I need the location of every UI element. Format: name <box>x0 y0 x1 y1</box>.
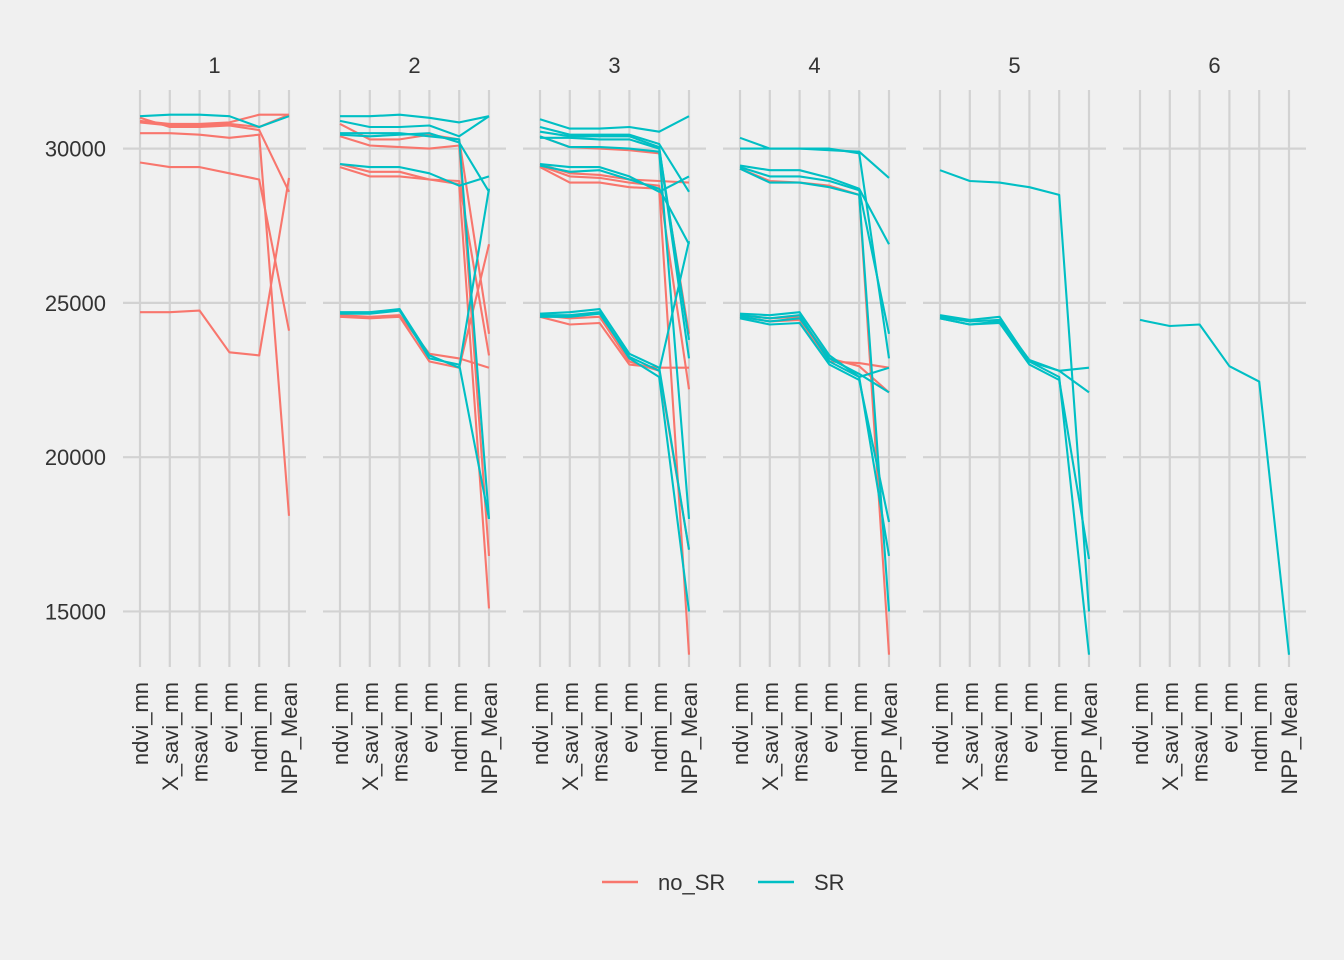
y-axis: 15000 20000 25000 30000 <box>45 137 106 625</box>
series-line-sr <box>139 113 290 129</box>
series-line-no-sr <box>140 132 291 516</box>
series-line-no-sr <box>139 161 291 331</box>
series-line-sr <box>540 136 691 341</box>
x-tick-label: X_savi_mn <box>558 682 583 791</box>
x-tick-label: NPP_Mean <box>877 682 902 795</box>
legend-item: no_SR <box>602 870 725 895</box>
series-line-sr <box>739 167 891 612</box>
x-tick-label: ndmi_mn <box>847 682 872 772</box>
x-tick-label: ndvi_mn <box>328 682 353 765</box>
facet-titles: 1 2 3 4 5 6 <box>208 53 1220 78</box>
facet-panel <box>123 90 306 667</box>
x-tick-label: evi_mn <box>417 682 442 753</box>
y-tick-label: 25000 <box>45 291 106 316</box>
x-tick-label: ndvi_mn <box>728 682 753 765</box>
x-tick-label: X_savi_mn <box>958 682 983 791</box>
x-tick-label: msavi_mn <box>588 682 613 782</box>
facet-panel <box>923 90 1106 667</box>
facet-panels <box>123 90 1306 667</box>
facet-panel <box>1123 90 1306 667</box>
x-tick-label: ndmi_mn <box>247 682 272 772</box>
x-tick-label: evi_mn <box>1017 682 1042 753</box>
series-line-sr <box>739 166 891 335</box>
series-line-sr <box>340 309 491 520</box>
x-tick-label: NPP_Mean <box>477 682 502 795</box>
series-line-sr <box>340 188 491 369</box>
series-line-sr <box>739 311 890 379</box>
x-tick-label: NPP_Mean <box>1277 682 1302 795</box>
series-line-no-sr <box>339 166 491 609</box>
series-line-no-sr <box>539 166 691 655</box>
series-line-sr <box>939 169 1091 612</box>
x-tick-label: NPP_Mean <box>277 682 302 795</box>
series-line-sr <box>1139 318 1291 655</box>
series-line-sr <box>939 317 1091 655</box>
x-tick-label: NPP_Mean <box>677 682 702 795</box>
series-line-sr <box>339 163 490 187</box>
x-tick-label: msavi_mn <box>788 682 813 782</box>
x-tick-label: evi_mn <box>1217 682 1242 753</box>
y-tick-label: 20000 <box>45 445 106 470</box>
x-tick-label: X_savi_mn <box>158 682 183 791</box>
series-line-sr <box>739 164 890 245</box>
legend-label: SR <box>814 870 845 895</box>
legend-item: SR <box>758 870 845 895</box>
x-tick-label: evi_mn <box>617 682 642 753</box>
x-tick-label: msavi_mn <box>188 682 213 782</box>
x-tick-label: ndmi_mn <box>447 682 472 772</box>
facet-panel <box>323 90 506 667</box>
x-tick-label: ndvi_mn <box>928 682 953 765</box>
x-tick-label: ndmi_mn <box>647 682 672 772</box>
x-tick-label: NPP_Mean <box>1077 682 1102 795</box>
series-line-sr <box>539 163 690 193</box>
facet-title: 5 <box>1008 53 1020 78</box>
x-tick-label: X_savi_mn <box>1158 682 1183 791</box>
series-line-no-sr <box>539 315 689 369</box>
series-line-sr <box>339 132 490 193</box>
x-tick-label: msavi_mn <box>988 682 1013 782</box>
series-line-sr <box>340 113 490 124</box>
series-line-sr <box>539 125 690 193</box>
x-tick-label: evi_mn <box>217 682 242 753</box>
series-line-sr <box>540 240 691 372</box>
x-tick-label: X_savi_mn <box>358 682 383 791</box>
facet-panel <box>523 90 706 667</box>
series-line-no-sr <box>339 244 491 369</box>
x-tick-label: msavi_mn <box>388 682 413 782</box>
series-line-sr <box>539 135 691 519</box>
x-tick-label: X_savi_mn <box>758 682 783 791</box>
legend: no_SR SR <box>602 870 845 895</box>
facet-title: 3 <box>608 53 620 78</box>
x-tick-label: ndvi_mn <box>128 682 153 765</box>
legend-label: no_SR <box>658 870 725 895</box>
x-tick-label: ndmi_mn <box>1047 682 1072 772</box>
series-line-sr <box>339 115 490 138</box>
facet-title: 6 <box>1208 53 1220 78</box>
x-tick-label: msavi_mn <box>1188 682 1213 782</box>
x-tick-label: ndmi_mn <box>1247 682 1272 772</box>
facet-title: 4 <box>808 53 820 78</box>
x-tick-label: evi_mn <box>817 682 842 753</box>
facet-title: 2 <box>408 53 420 78</box>
series-line-no-sr <box>139 113 289 125</box>
facet-title: 1 <box>208 53 220 78</box>
y-tick-label: 30000 <box>45 137 106 162</box>
x-tick-label: ndvi_mn <box>1128 682 1153 765</box>
series-line-sr <box>539 115 690 133</box>
series-line-sr <box>539 164 690 245</box>
x-tick-label: ndvi_mn <box>528 682 553 765</box>
facet-panel <box>723 90 906 667</box>
series-line-sr <box>740 147 891 359</box>
series-line-sr <box>739 315 890 394</box>
y-tick-label: 15000 <box>45 599 106 624</box>
series-line-sr <box>539 308 691 550</box>
x-axis: ndvi_mn X_savi_mn msavi_mn evi_mn ndmi_mn NPP… <box>128 682 1302 795</box>
series-line-no-sr <box>140 177 291 357</box>
